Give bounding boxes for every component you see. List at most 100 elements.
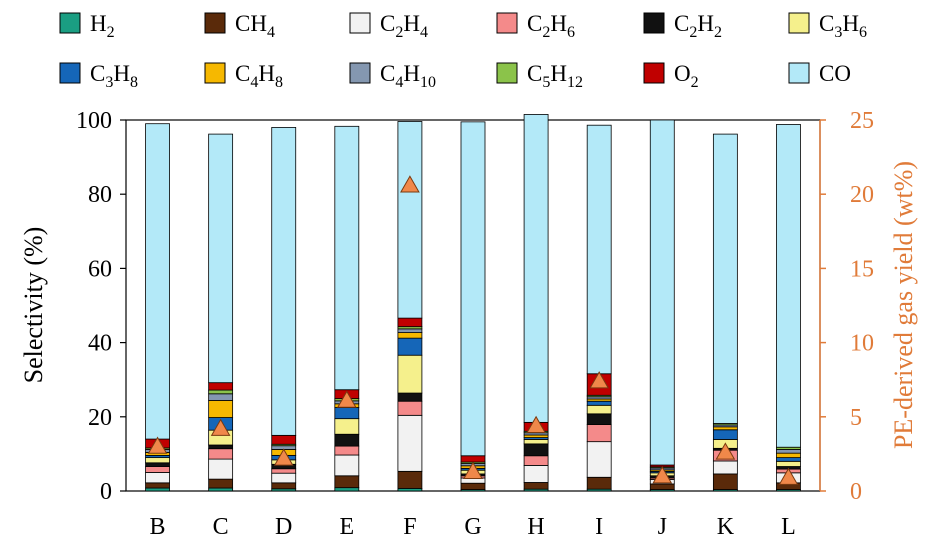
bar-segment-CH4 (334, 475, 360, 489)
x-tick-label: L (781, 514, 796, 540)
legend-label: C5H12 (527, 61, 583, 91)
bar-segment-C3H8 (776, 457, 801, 462)
bar-segment-C2H2 (145, 462, 170, 467)
bar-segment-C2H2 (397, 392, 423, 402)
bar-segment-C2H4 (523, 465, 549, 483)
legend-item-C4H10: C4H10 (349, 61, 436, 91)
yield-marker-K (715, 442, 736, 460)
y-tick-label: 60 (88, 256, 112, 282)
x-tick-label: H (527, 514, 544, 540)
legend-item-C4H8: C4H8 (204, 61, 283, 91)
legend-label: C2H6 (527, 11, 575, 41)
bar-segment-C3H8 (586, 400, 612, 406)
bar-stack-F (397, 121, 423, 492)
yield-marker-G (463, 461, 483, 479)
bar-segment-CO (523, 114, 549, 423)
y2-tick-label: 25 (850, 108, 874, 134)
bar-stack-B (145, 123, 170, 492)
bar-segment-C3H6 (523, 439, 549, 445)
legend-swatch (788, 62, 810, 84)
bar-segment-CO (460, 121, 486, 457)
bar-segment-C4H8 (208, 400, 234, 418)
bar-segment-C3H8 (712, 429, 738, 440)
bar-segment-CO (208, 133, 234, 384)
bar-segment-C2H4 (586, 441, 612, 478)
bar-segment-C2H6 (334, 445, 360, 456)
y-axis-label-right: PE-derived gas yield (wt%) (889, 161, 918, 449)
legend-label: O2 (674, 61, 699, 91)
legend-swatch (204, 62, 226, 84)
bar-stack-E (334, 125, 360, 492)
yield-marker-L (778, 467, 799, 485)
bar-stack-K (712, 133, 738, 492)
bar-stack-J (649, 119, 675, 492)
x-tick-label: E (339, 514, 354, 540)
bar-segment-C2H4 (208, 458, 234, 480)
x-tick-label: F (403, 514, 416, 540)
bar-segment-C2H2 (586, 413, 612, 425)
legend-label: C2H2 (674, 11, 722, 41)
legend-item-H2: H2 (59, 11, 115, 41)
bar-segment-CH4 (271, 482, 297, 490)
legend: H2 CH4 C2H4 C2H6 C2H2 C3H6 C3H8 C4H8 C4H10 C5H12 O… (59, 11, 867, 91)
bar-segment-CO (776, 124, 801, 448)
legend-item-O2: O2 (643, 61, 699, 91)
bar-segment-CO (271, 127, 297, 436)
legend-swatch (204, 12, 226, 34)
yield-marker-C (210, 418, 231, 436)
legend-swatch (496, 62, 518, 84)
legend-label: C3H8 (90, 61, 138, 91)
yield-marker-H (526, 415, 546, 433)
bar-stack-D (271, 127, 297, 492)
bar-stack-L (776, 124, 801, 492)
bar-segment-O2 (397, 317, 423, 328)
bar-segment-CO (712, 133, 738, 424)
legend-swatch (643, 12, 665, 34)
legend-swatch (496, 12, 518, 34)
bar-segment-C4H10 (397, 328, 423, 333)
legend-swatch (349, 62, 371, 84)
y-tick-label: 20 (88, 405, 112, 431)
bar-segment-H2 (334, 487, 360, 492)
bar-segment-C2H2 (208, 444, 234, 450)
bar-segment-C2H6 (586, 424, 612, 443)
yield-marker-F (400, 175, 420, 193)
bar-segment-CH4 (523, 482, 549, 490)
legend-swatch (788, 12, 810, 34)
legend-swatch (643, 62, 665, 84)
y-tick-label: 0 (100, 479, 112, 505)
bar-segment-C2H6 (208, 448, 234, 460)
legend-item-C3H8: C3H8 (59, 61, 138, 91)
bar-segment-C3H8 (334, 407, 360, 420)
bar-segment-C2H2 (523, 443, 549, 457)
legend-item-C5H12: C5H12 (496, 61, 583, 91)
x-tick-label: D (275, 514, 292, 540)
bar-stack-G (460, 121, 486, 492)
yield-marker-D (273, 448, 294, 466)
bar-segment-C3H6 (776, 460, 801, 467)
bar-segment-C2H4 (145, 472, 170, 484)
bar-segment-C4H8 (712, 426, 738, 431)
legend-label: CO (819, 61, 851, 86)
legend-label: C4H8 (235, 61, 283, 91)
legend-swatch (349, 12, 371, 34)
legend-item-C2H2: C2H2 (643, 11, 722, 41)
bar-segment-CH4 (649, 483, 675, 490)
bar-segment-C2H4 (397, 414, 423, 472)
bar-segment-C2H4 (334, 454, 360, 477)
x-tick-label: J (658, 514, 667, 540)
bar-segment-C2H4 (712, 460, 738, 475)
y2-tick-label: 15 (850, 256, 874, 282)
bar-segment-C4H8 (776, 452, 801, 459)
bar-segment-C3H6 (397, 354, 423, 394)
bar-segment-C2H4 (271, 472, 297, 484)
bar-segment-O2 (208, 382, 234, 391)
yield-marker-E (336, 390, 357, 408)
bar-segment-C2H6 (397, 400, 423, 416)
x-tick-label: G (464, 514, 481, 540)
bar-segment-CO (334, 125, 360, 391)
yield-marker-J (652, 466, 673, 484)
y2-tick-label: 5 (850, 405, 862, 431)
yield-marker-I (589, 371, 610, 389)
